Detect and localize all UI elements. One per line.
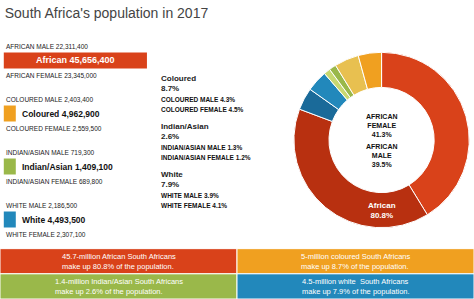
svg-text:5-million coloured South Afric: 5-million coloured South Africansmake up…: [301, 252, 410, 271]
svg-text:AFRICAN MALE 22,311,400: AFRICAN MALE 22,311,400: [6, 43, 88, 50]
svg-text:1.4-million Indian/Asian South: 1.4-million Indian/Asian South Africansm…: [55, 277, 183, 296]
svg-text:Coloured 4,962,900: Coloured 4,962,900: [22, 109, 100, 119]
svg-text:COLOURED MALE 2,403,400: COLOURED MALE 2,403,400: [6, 96, 93, 103]
svg-text:Indian/Asian2.6%: Indian/Asian2.6%: [161, 122, 209, 141]
svg-text:African80.8%: African80.8%: [368, 201, 396, 220]
svg-text:African 45,656,400: African 45,656,400: [36, 55, 115, 65]
svg-text:WHITE FEMALE 2,307,100: WHITE FEMALE 2,307,100: [6, 231, 86, 238]
svg-text:WHITE MALE 2,186,500: WHITE MALE 2,186,500: [6, 202, 78, 209]
svg-text:White 4,493,500: White 4,493,500: [22, 215, 86, 225]
svg-text:INDIAN/ASIAN MALE 719,300: INDIAN/ASIAN MALE 719,300: [6, 149, 95, 156]
svg-text:COLOURED FEMALE 4.5%: COLOURED FEMALE 4.5%: [161, 106, 244, 113]
svg-text:COLOURED MALE 4.3%: COLOURED MALE 4.3%: [161, 96, 235, 103]
svg-text:45.7-million African South Afr: 45.7-million African South Africansmake …: [62, 252, 176, 271]
svg-text:White7.9%: White7.9%: [161, 170, 183, 189]
svg-text:WHITE FEMALE 4.1%: WHITE FEMALE 4.1%: [161, 202, 227, 209]
svg-text:AFRICAN FEMALE 23,345,000: AFRICAN FEMALE 23,345,000: [6, 72, 97, 79]
svg-text:INDIAN/ASIAN MALE 1.3%: INDIAN/ASIAN MALE 1.3%: [161, 144, 242, 151]
svg-text:INDIAN/ASIAN FEMALE 689,800: INDIAN/ASIAN FEMALE 689,800: [6, 178, 103, 185]
svg-text:Coloured8.7%: Coloured8.7%: [161, 74, 196, 93]
svg-text:INDIAN/ASIAN FEMALE 1.2%: INDIAN/ASIAN FEMALE 1.2%: [161, 154, 251, 161]
svg-text:Indian/Asian 1,409,100: Indian/Asian 1,409,100: [22, 162, 113, 172]
svg-text:COLOURED FEMALE 2,559,500: COLOURED FEMALE 2,559,500: [6, 125, 102, 132]
svg-text:AFRICANMALE39.5%: AFRICANMALE39.5%: [366, 143, 398, 168]
svg-text:AFRICANFEMALE41.3%: AFRICANFEMALE41.3%: [366, 113, 398, 138]
svg-text:WHITE MALE 3.9%: WHITE MALE 3.9%: [161, 192, 219, 199]
svg-text:4.5-million white South Afric: 4.5-million white South Africansmake up …: [302, 277, 410, 296]
svg-text:South Africa's population in 2: South Africa's population in 2017: [5, 5, 209, 21]
